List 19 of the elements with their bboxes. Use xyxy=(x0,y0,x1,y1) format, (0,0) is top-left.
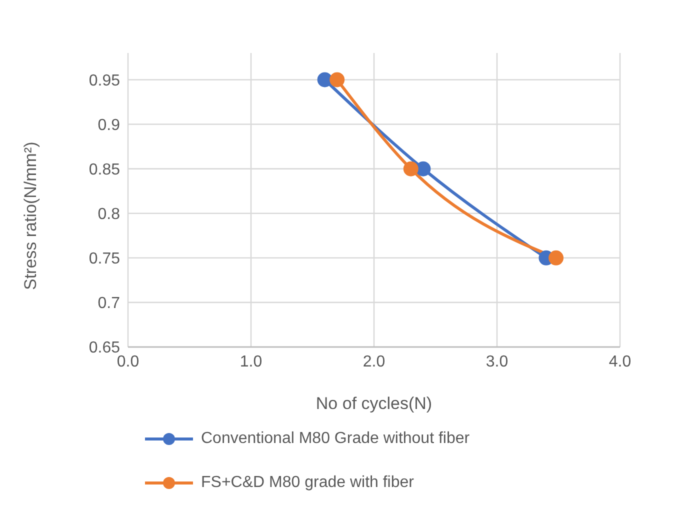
y-tick-label: 0.95 xyxy=(88,72,120,90)
x-tick-label: 2.0 xyxy=(362,353,386,370)
legend-label: FS+C&D M80 grade with fiber xyxy=(201,474,414,492)
x-axis-title: No of cycles(N) xyxy=(316,394,432,413)
x-tick-label: 4.0 xyxy=(608,353,632,370)
point xyxy=(403,161,418,176)
y-tick-label: 0.9 xyxy=(98,116,120,134)
y-tick-label: 0.85 xyxy=(88,162,120,178)
point xyxy=(317,72,332,88)
point xyxy=(548,250,564,266)
y-tick-label: 0.75 xyxy=(88,250,120,268)
point xyxy=(330,72,345,88)
point xyxy=(416,161,431,176)
y-axis-title: Stress ratio(N/mm²) xyxy=(21,142,40,290)
y-tick-label: 0.7 xyxy=(98,295,120,312)
x-tick-label: 1.0 xyxy=(240,353,262,370)
x-tick-label: 3.0 xyxy=(486,353,508,370)
legend-label: Conventional M80 Grade without fiber xyxy=(201,430,470,448)
y-tick-label: 0.8 xyxy=(98,206,120,224)
